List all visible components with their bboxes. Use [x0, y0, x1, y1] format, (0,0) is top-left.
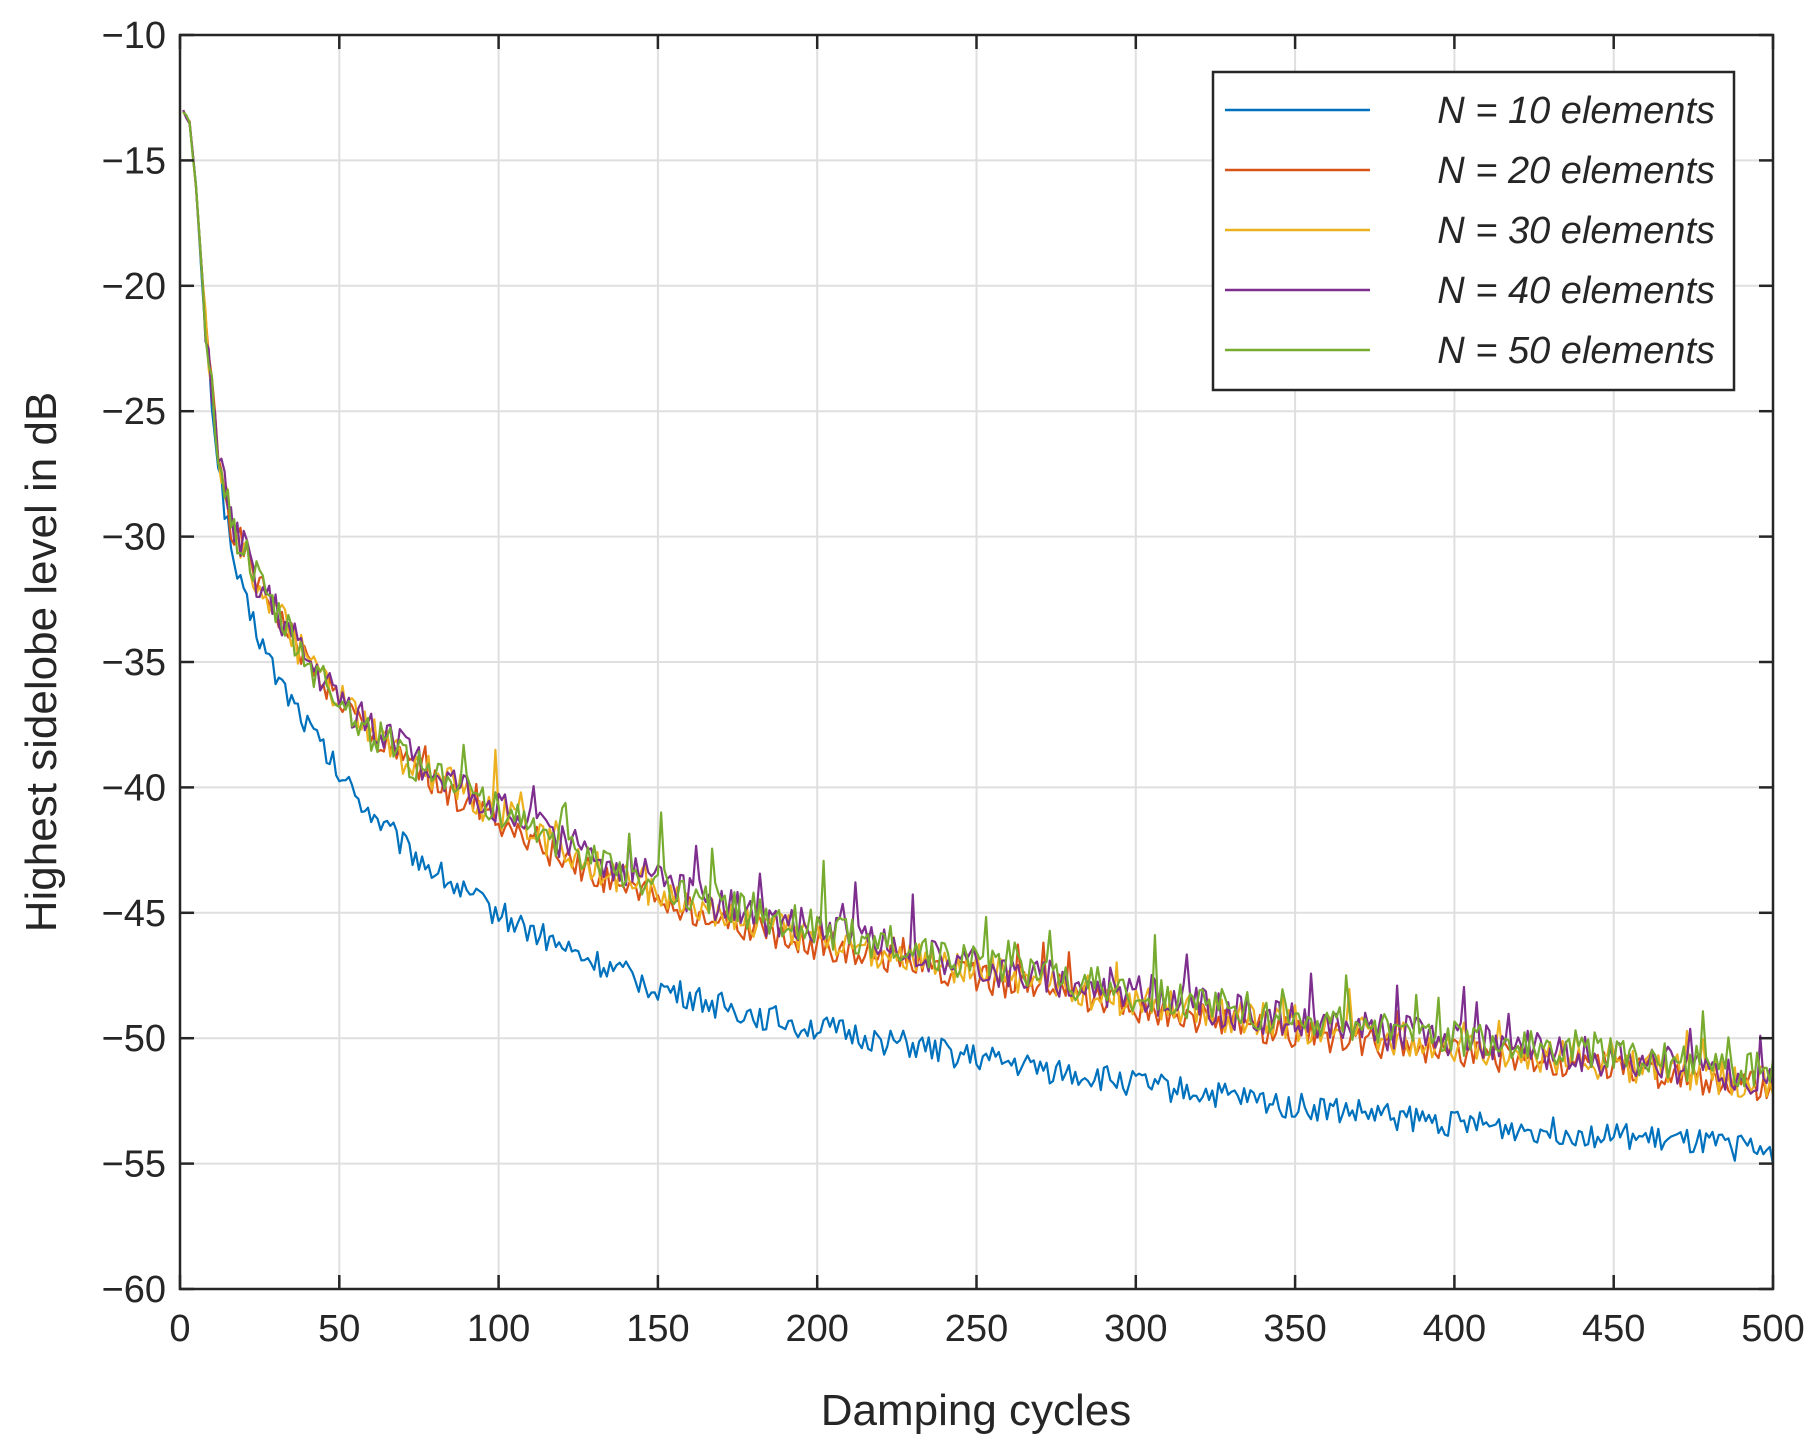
series-line-2 [182, 109, 1775, 1102]
legend-label-4: N = 40 elements [1437, 270, 1715, 312]
series-line-3 [182, 111, 1775, 1098]
legend-label-3: N = 30 elements [1437, 210, 1715, 252]
y-tick-label: −20 [102, 266, 166, 308]
legend-items: N = 10 elements N = 20 elements N = 30 ele… [1225, 90, 1715, 372]
series-line-5 [182, 111, 1775, 1088]
x-tick-label: 400 [1423, 1308, 1486, 1350]
y-tick-label: −30 [102, 517, 166, 559]
x-tick-label: 350 [1263, 1308, 1326, 1350]
series-lines [182, 109, 1775, 1165]
axis-ticks [178, 33, 1775, 1291]
x-tick-label: 300 [1104, 1308, 1167, 1350]
legend-label-1: N = 10 elements [1437, 90, 1715, 132]
x-tick-label: 100 [467, 1308, 530, 1350]
y-tick-label: −50 [102, 1018, 166, 1060]
y-tick-label: −40 [102, 767, 166, 809]
legend: N = 10 elements N = 20 elements N = 30 ele… [1211, 70, 1736, 392]
x-tick-label: 250 [945, 1308, 1008, 1350]
y-tick-label: −55 [102, 1144, 166, 1186]
x-tick-label: 150 [626, 1308, 689, 1350]
x-axis-label: Damping cycles [821, 1386, 1132, 1435]
x-tick-label: 500 [1741, 1308, 1804, 1350]
y-tick-label: −25 [102, 391, 166, 433]
y-tick-label: −35 [102, 642, 166, 684]
y-tick-label: −15 [102, 140, 166, 182]
legend-label-2: N = 20 elements [1437, 150, 1715, 192]
x-tick-label: 200 [785, 1308, 848, 1350]
legend-label-5: N = 50 elements [1437, 330, 1715, 372]
y-tick-label: −60 [102, 1269, 166, 1311]
x-tick-label: 50 [318, 1308, 360, 1350]
y-axis-label: Highest sidelobe level in dB [17, 392, 66, 933]
y-tick-label: −10 [102, 15, 166, 57]
tick-labels: 0 50 100 150 200 250 300 350 400 450 500 −10 −15 −20 −… [102, 15, 1805, 1350]
y-tick-label: −45 [102, 893, 166, 935]
series-line-4 [182, 109, 1775, 1095]
x-tick-label: 450 [1582, 1308, 1645, 1350]
series-line-1 [182, 110, 1775, 1165]
x-tick-label: 0 [169, 1308, 190, 1350]
